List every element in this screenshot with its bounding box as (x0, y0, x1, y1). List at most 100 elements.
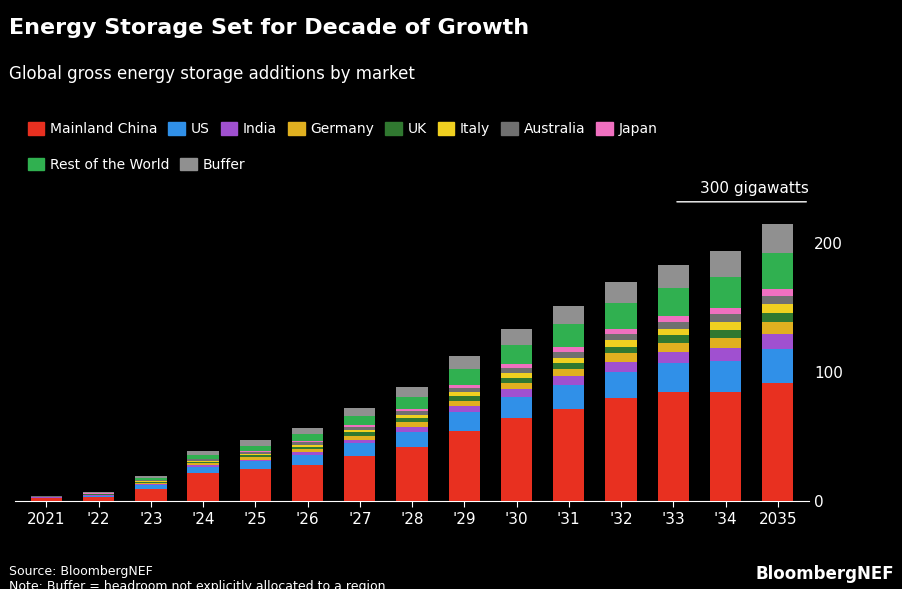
Bar (344, 432, 375, 436)
Bar (448, 396, 480, 401)
Bar (553, 363, 584, 369)
Bar (135, 478, 166, 479)
Bar (135, 485, 166, 488)
Bar (448, 385, 480, 388)
Bar (501, 368, 531, 373)
Bar (188, 473, 218, 501)
Bar (448, 412, 480, 431)
Bar (291, 434, 323, 441)
Bar (761, 334, 793, 349)
Bar (761, 296, 793, 304)
Bar (709, 322, 741, 330)
Bar (657, 352, 688, 363)
Bar (396, 447, 428, 501)
Bar (657, 343, 688, 352)
Bar (83, 497, 115, 501)
Bar (83, 493, 115, 494)
Bar (657, 265, 688, 288)
Bar (188, 458, 218, 459)
Bar (604, 347, 636, 353)
Bar (344, 425, 375, 426)
Bar (501, 378, 531, 383)
Bar (291, 452, 323, 455)
Bar (553, 385, 584, 409)
Bar (553, 352, 584, 358)
Bar (188, 455, 218, 458)
Bar (709, 348, 741, 361)
Bar (761, 253, 793, 289)
Bar (501, 383, 531, 389)
Bar (761, 313, 793, 322)
Bar (709, 252, 741, 277)
Bar (344, 436, 375, 439)
Bar (709, 315, 741, 322)
Bar (553, 376, 584, 385)
Bar (501, 389, 531, 397)
Bar (501, 345, 531, 364)
Bar (188, 461, 218, 462)
Bar (448, 388, 480, 392)
Bar (188, 462, 218, 464)
Bar (448, 406, 480, 412)
Bar (188, 459, 218, 461)
Bar (344, 408, 375, 416)
Bar (83, 492, 115, 493)
Bar (135, 484, 166, 485)
Bar (501, 329, 531, 345)
Bar (761, 304, 793, 313)
Text: 300 gigawatts: 300 gigawatts (699, 181, 808, 196)
Bar (501, 397, 531, 418)
Bar (709, 392, 741, 501)
Bar (396, 432, 428, 447)
Text: Source: BloombergNEF
Note: Buffer = headroom not explicitly allocated to a regio: Source: BloombergNEF Note: Buffer = head… (9, 565, 389, 589)
Bar (239, 469, 271, 501)
Bar (188, 466, 218, 473)
Bar (448, 392, 480, 396)
Bar (553, 348, 584, 352)
Bar (448, 356, 480, 369)
Bar (188, 451, 218, 455)
Bar (604, 340, 636, 347)
Bar (344, 430, 375, 432)
Bar (761, 349, 793, 383)
Bar (396, 415, 428, 418)
Bar (657, 335, 688, 343)
Bar (291, 455, 323, 465)
Bar (761, 224, 793, 253)
Bar (239, 441, 271, 446)
Bar (135, 482, 166, 483)
Bar (83, 496, 115, 497)
Bar (135, 481, 166, 482)
Bar (396, 411, 428, 415)
Bar (604, 362, 636, 372)
Bar (604, 329, 636, 334)
Bar (291, 446, 323, 449)
Bar (396, 397, 428, 409)
Bar (657, 329, 688, 335)
Bar (604, 353, 636, 362)
Bar (501, 418, 531, 501)
Bar (761, 383, 793, 501)
Bar (291, 442, 323, 445)
Bar (291, 428, 323, 434)
Bar (501, 373, 531, 378)
Bar (448, 401, 480, 406)
Bar (396, 422, 428, 426)
Bar (604, 334, 636, 340)
Bar (135, 488, 166, 501)
Bar (553, 324, 584, 348)
Bar (396, 386, 428, 397)
Bar (604, 372, 636, 398)
Bar (239, 457, 271, 459)
Bar (239, 452, 271, 454)
Bar (761, 289, 793, 296)
Bar (344, 426, 375, 430)
Bar (239, 454, 271, 455)
Bar (291, 441, 323, 442)
Bar (553, 409, 584, 501)
Bar (31, 498, 62, 501)
Bar (239, 461, 271, 469)
Bar (709, 337, 741, 348)
Bar (291, 445, 323, 446)
Bar (239, 451, 271, 452)
